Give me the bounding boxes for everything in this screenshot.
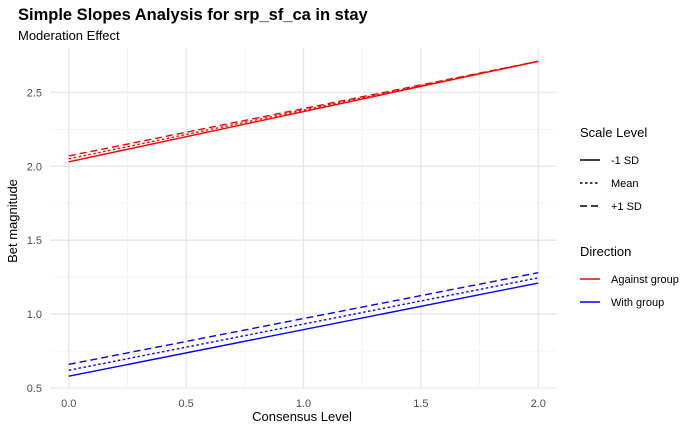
legend-label: Against group	[611, 274, 679, 286]
x-tick-label: 0.0	[61, 398, 76, 410]
x-tick-label: 1.5	[413, 398, 428, 410]
x-tick-label: 1.0	[296, 398, 311, 410]
legend-label: Mean	[611, 178, 639, 190]
series-line-against-group-minus-1sd	[68, 60, 539, 163]
series-line-against-group-plus-1sd	[68, 60, 539, 157]
x-tick-label: 2.0	[531, 398, 546, 410]
y-tick-label: 2.0	[27, 161, 42, 173]
x-axis-label: Consensus Level	[252, 409, 352, 424]
series-line-with-group-plus-1sd	[68, 272, 539, 366]
y-tick-label: 1.5	[27, 235, 42, 247]
series-line-with-group-minus-1sd	[68, 282, 539, 377]
y-tick-label: 2.5	[27, 87, 42, 99]
series-layer	[68, 60, 539, 377]
chart-title: Simple Slopes Analysis for srp_sf_ca in …	[18, 6, 369, 24]
y-tick-label: 1.0	[27, 309, 42, 321]
chart-subtitle: Moderation Effect	[18, 28, 120, 43]
y-tick-label: 0.5	[27, 383, 42, 395]
grid-layer	[50, 48, 557, 389]
legend-title-scale-level: Scale Level	[580, 125, 647, 140]
legend-label: -1 SD	[611, 155, 639, 167]
legend-layer: Scale Level -1 SD Mean +1 SD Direction Agains…	[580, 125, 679, 309]
x-tick-label: 0.5	[178, 398, 193, 410]
legend-label: With group	[611, 297, 664, 309]
axis-layer: 0.0 0.5 1.0 1.5 2.0 0.5 1.0 1.5 2.0 2.5	[27, 87, 546, 410]
legend-label: +1 SD	[611, 201, 642, 213]
y-axis-label: Bet magnitude	[5, 179, 20, 263]
legend-title-direction: Direction	[580, 244, 631, 259]
